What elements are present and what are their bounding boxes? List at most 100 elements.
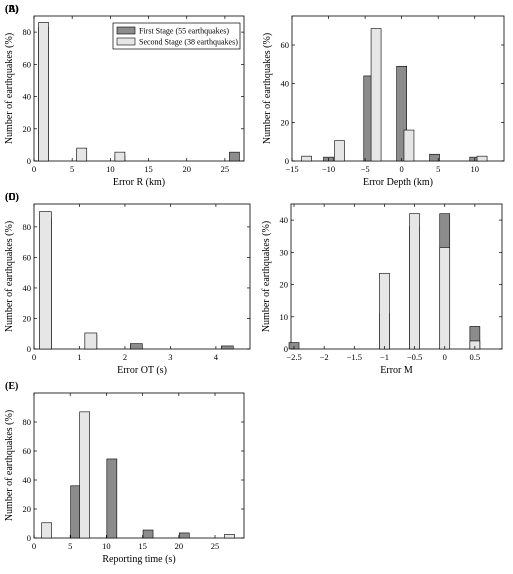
y-tick-label: 60 xyxy=(281,40,290,50)
y-tick-label: 20 xyxy=(280,280,289,290)
x-tick-label: 0 xyxy=(32,352,36,362)
x-tick-label: −1.5 xyxy=(347,352,362,362)
y-tick-label: 30 xyxy=(280,247,289,257)
x-tick-label: 10 xyxy=(471,164,480,174)
bar-series-2 xyxy=(370,28,382,162)
x-tick-label: 10 xyxy=(106,164,115,174)
y-tick-label: 0 xyxy=(27,533,31,543)
y-tick-label: 0 xyxy=(284,344,288,354)
x-tick-label: 2 xyxy=(123,352,127,362)
y-tick-label: 40 xyxy=(280,215,289,225)
y-axis-label: Number of earthquakes (%) xyxy=(261,221,272,332)
y-tick-label: 40 xyxy=(23,92,32,102)
x-tick-label: −5 xyxy=(361,164,370,174)
bar-series-1 xyxy=(106,458,118,539)
bar-series-2 xyxy=(39,211,52,350)
x-tick-label: 0 xyxy=(32,164,36,174)
y-tick-label: 0 xyxy=(285,156,289,166)
bar-series-2 xyxy=(41,522,52,539)
bar-series-2 xyxy=(114,151,126,162)
panel-label: (E) xyxy=(5,381,18,392)
x-tick-label: −0.5 xyxy=(407,352,422,362)
x-axis-label: Error M xyxy=(380,365,413,376)
bar-series-1 xyxy=(70,485,81,539)
x-tick-label: 20 xyxy=(182,164,191,174)
bar-series-1 xyxy=(220,345,234,350)
bar-series-1 xyxy=(429,153,440,162)
x-tick-label: 5 xyxy=(70,164,74,174)
y-tick-label: 80 xyxy=(23,417,32,427)
x-tick-label: 20 xyxy=(175,541,184,551)
bar-series-2 xyxy=(334,140,345,162)
bar-series-2 xyxy=(224,534,235,539)
panel-label: (A) xyxy=(5,4,19,15)
x-tick-label: 15 xyxy=(138,541,147,551)
x-tick-label: 0 xyxy=(32,541,36,551)
y-tick-label: 80 xyxy=(23,27,32,37)
y-tick-label: 40 xyxy=(281,79,290,89)
bar-series-1 xyxy=(229,151,240,162)
panel-1: 0 5 10 15 20 25 0 20 40 60 80 Error R (km) Number of… xyxy=(4,4,245,188)
y-tick-label: 20 xyxy=(23,504,32,514)
bar-series-2 xyxy=(403,129,415,162)
panel-5: 0 5 10 15 20 25 0 20 40 60 80 Reporting time (s) Num… xyxy=(4,381,245,565)
bar-series-2 xyxy=(76,147,88,162)
y-tick-label: 40 xyxy=(23,283,32,293)
y-axis-label: Number of earthquakes (%) xyxy=(262,33,273,144)
legend-swatch xyxy=(116,26,136,35)
panel-label: (C) xyxy=(5,192,19,203)
x-tick-label: 0 xyxy=(443,352,447,362)
y-tick-label: 80 xyxy=(23,222,32,232)
x-tick-label: 25 xyxy=(211,541,220,551)
x-axis-label: Error Depth (km) xyxy=(363,177,433,188)
axes-frame xyxy=(290,203,503,350)
bar-series-2 xyxy=(379,272,390,350)
x-tick-label: 5 xyxy=(436,164,440,174)
x-axis-label: Reporting time (s) xyxy=(102,554,175,565)
bar-series-2 xyxy=(476,155,488,162)
axes-frame xyxy=(33,15,245,162)
x-tick-label: 25 xyxy=(221,164,230,174)
y-tick-label: 40 xyxy=(23,475,32,485)
y-axis-label: Number of earthquakes (%) xyxy=(4,410,15,521)
y-tick-label: 20 xyxy=(281,117,290,127)
x-tick-label: 0 xyxy=(400,164,404,174)
x-tick-label: −1 xyxy=(380,352,389,362)
bar-series-1 xyxy=(142,529,154,539)
bar-series-2 xyxy=(38,22,49,162)
x-tick-label: 3 xyxy=(168,352,172,362)
y-tick-label: 60 xyxy=(23,252,32,262)
bar-series-2 xyxy=(301,155,312,162)
y-tick-label: 60 xyxy=(23,59,32,69)
legend-entry: First Stage (55 earthquakes) xyxy=(139,27,229,36)
panel-label: (B) xyxy=(5,4,18,15)
axes-frame xyxy=(33,392,245,539)
x-tick-label: −2 xyxy=(320,352,329,362)
bar-series-2 xyxy=(439,247,451,350)
legend-entry: Second Stage (38 earthquakes) xyxy=(139,38,238,47)
x-tick-label: 10 xyxy=(102,541,111,551)
x-tick-label: 15 xyxy=(144,164,153,174)
x-axis-label: Error R (km) xyxy=(113,177,165,188)
x-tick-label: 4 xyxy=(214,352,219,362)
bar-series-2 xyxy=(84,332,98,350)
x-tick-label: 0.5 xyxy=(470,352,481,362)
axes-frame xyxy=(33,203,251,350)
x-tick-label: −15 xyxy=(285,164,298,174)
y-tick-label: 0 xyxy=(27,344,31,354)
bar-series-2 xyxy=(79,411,90,539)
x-tick-label: 5 xyxy=(68,541,72,551)
y-tick-label: 60 xyxy=(23,446,32,456)
x-tick-label: −2.5 xyxy=(286,352,301,362)
bar-series-2 xyxy=(409,213,420,350)
y-tick-label: 10 xyxy=(280,312,289,322)
legend: First Stage (55 earthquakes) Second Stage… xyxy=(112,22,241,50)
y-tick-label: 20 xyxy=(23,124,32,134)
panel-label: (D) xyxy=(5,192,19,203)
y-tick-label: 0 xyxy=(27,156,31,166)
legend-swatch xyxy=(116,37,136,46)
x-tick-label: 1 xyxy=(77,352,81,362)
